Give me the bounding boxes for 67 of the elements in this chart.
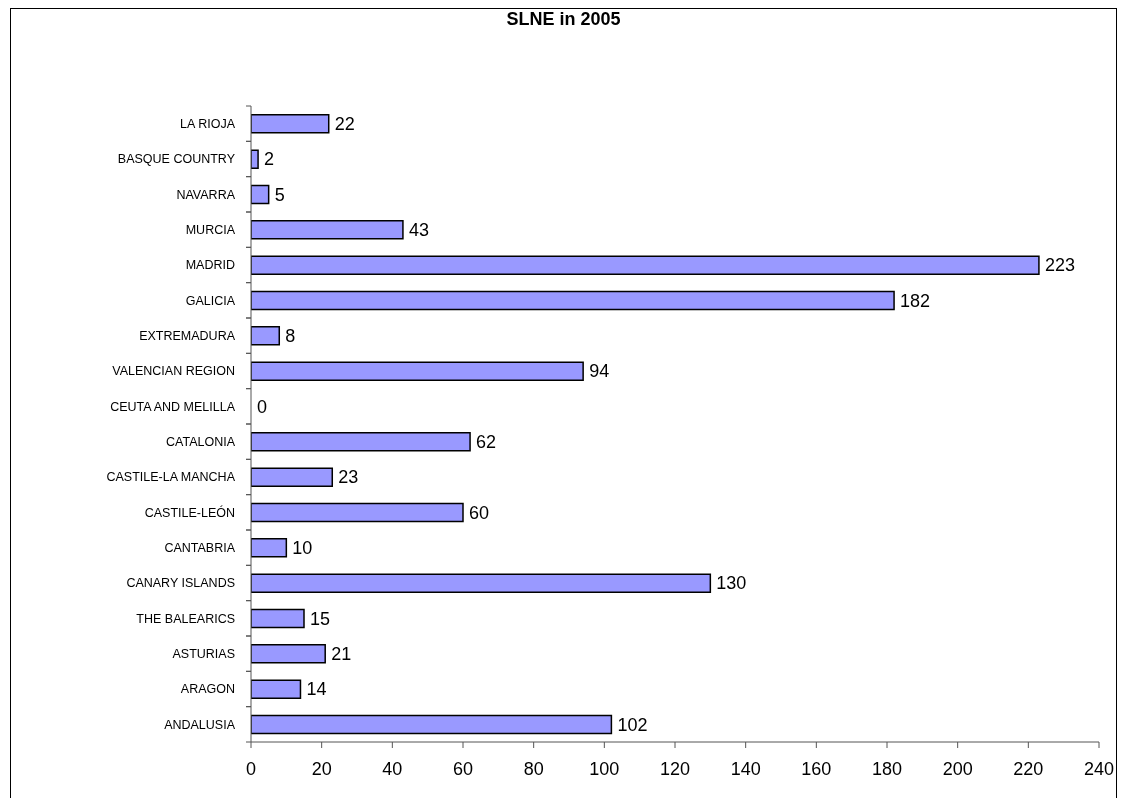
bar (251, 184, 270, 205)
x-tick-label: 60 (452, 758, 474, 779)
data-label: 15 (310, 608, 331, 629)
bar (251, 644, 326, 664)
x-tick-label: 80 (523, 758, 544, 779)
bar (251, 220, 404, 240)
bar (251, 361, 584, 381)
data-label: 21 (331, 643, 352, 664)
bar (251, 679, 302, 699)
y-tick-label: ASTURIAS (172, 647, 235, 662)
bar (251, 502, 464, 523)
data-label: 62 (476, 431, 497, 452)
y-tick-label: CASTILE-LA MANCHA (106, 470, 236, 485)
bar (251, 114, 330, 134)
x-tick-label: 160 (801, 758, 832, 779)
data-label: 223 (1044, 255, 1075, 276)
bar (251, 432, 471, 452)
bar (251, 608, 305, 629)
data-label: 94 (589, 361, 610, 382)
y-tick-label: MADRID (185, 258, 235, 273)
y-tick-label: NAVARRA (176, 187, 236, 202)
data-label: 102 (617, 714, 648, 735)
data-label: 22 (334, 113, 355, 134)
y-tick-label: BASQUE COUNTRY (117, 152, 236, 167)
x-tick-label: 120 (659, 758, 691, 779)
data-label: 0 (257, 396, 268, 417)
y-tick-label: GALICIA (185, 293, 236, 308)
bar (251, 538, 288, 558)
x-tick-label: 240 (1083, 758, 1115, 779)
y-tick-label: ARAGON (180, 682, 235, 697)
y-tick-label: EXTREMADURA (139, 329, 236, 344)
data-label: 8 (285, 325, 296, 346)
data-label: 23 (338, 467, 359, 488)
x-tick-label: 40 (382, 758, 403, 779)
y-tick-label: VALENCIAN REGION (112, 364, 235, 379)
y-tick-label: CASTILE-LEÓN (144, 504, 235, 520)
data-label: 43 (408, 219, 429, 240)
x-tick-label: 20 (311, 758, 332, 779)
data-label: 14 (306, 679, 327, 700)
bar (251, 149, 259, 169)
data-label: 10 (292, 537, 313, 558)
y-tick-label: THE BALEARICS (136, 611, 235, 626)
bar (251, 573, 712, 593)
y-tick-label: CANARY ISLANDS (126, 576, 235, 591)
bar (251, 290, 895, 311)
bar (251, 714, 613, 735)
x-tick-label: 200 (942, 758, 973, 779)
data-label: 60 (469, 502, 490, 523)
x-tick-label: 0 (245, 758, 257, 779)
x-tick-label: 220 (1013, 758, 1044, 779)
data-label: 130 (716, 573, 747, 594)
y-tick-label: CANTABRIA (164, 541, 236, 556)
y-tick-label: CEUTA AND MELILLA (110, 399, 236, 414)
y-tick-label: CATALONIA (166, 435, 236, 450)
chart-title: SLNE in 2005 (505, 9, 622, 30)
x-tick-label: 180 (871, 758, 903, 779)
x-tick-label: 100 (589, 758, 620, 779)
bar (251, 467, 334, 487)
y-tick-label: LA RIOJA (180, 117, 236, 132)
bar (251, 255, 1040, 275)
x-tick-label: 140 (730, 758, 761, 779)
data-label: 182 (900, 290, 931, 311)
y-tick-label: MURCIA (185, 223, 236, 238)
y-tick-label: ANDALUSIA (164, 717, 236, 732)
data-label: 2 (264, 149, 275, 170)
data-label: 5 (274, 184, 285, 205)
bar (251, 326, 281, 346)
